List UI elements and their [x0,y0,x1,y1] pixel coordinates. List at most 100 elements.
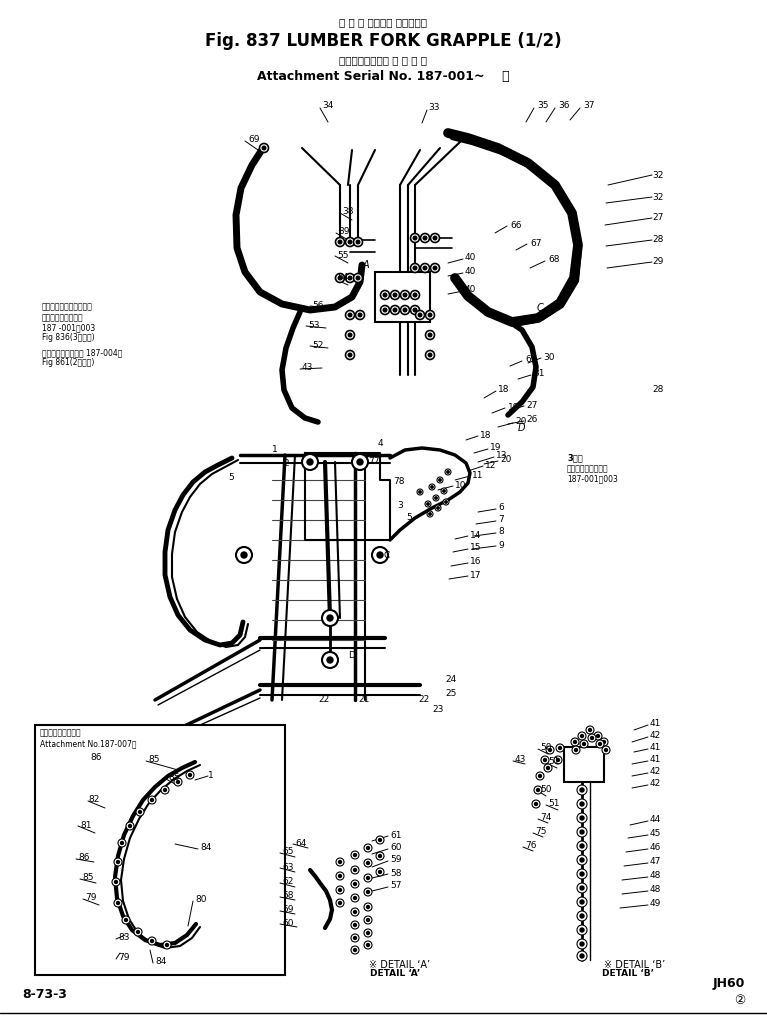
Text: 41: 41 [650,756,661,764]
Text: 16: 16 [470,558,482,567]
Circle shape [338,860,341,863]
Text: 77: 77 [368,457,380,466]
Circle shape [413,266,416,270]
Circle shape [150,939,153,942]
Circle shape [335,273,344,282]
Text: 3本管: 3本管 [567,453,583,462]
Text: 79: 79 [85,893,97,902]
Text: 57: 57 [390,882,401,890]
Circle shape [120,842,123,845]
Circle shape [548,749,551,752]
Circle shape [351,880,359,888]
Circle shape [354,869,357,872]
Circle shape [262,146,266,149]
Circle shape [580,914,584,918]
Text: 48: 48 [650,886,661,894]
Circle shape [336,858,344,866]
Circle shape [577,869,587,879]
Text: Attachment Serial No. 187-001~    ）: Attachment Serial No. 187-001~ ） [257,70,509,83]
Circle shape [376,836,384,844]
Circle shape [431,486,433,488]
Text: 5: 5 [228,473,234,482]
Circle shape [580,816,584,820]
Circle shape [577,897,587,907]
Text: 43: 43 [515,756,526,764]
Circle shape [577,951,587,961]
Circle shape [400,291,410,300]
Circle shape [433,266,436,270]
Text: 66: 66 [510,221,522,229]
Text: 41: 41 [650,744,661,753]
Circle shape [390,306,400,314]
Circle shape [148,796,156,804]
Text: 58: 58 [282,891,294,900]
Circle shape [336,872,344,880]
Circle shape [597,735,600,738]
Text: 14: 14 [470,531,482,539]
Circle shape [580,954,584,958]
Text: Fig 836(3本管用): Fig 836(3本管用) [42,333,94,342]
Circle shape [348,353,352,357]
Text: 69: 69 [248,135,259,144]
Circle shape [577,799,587,809]
Text: 18: 18 [498,386,509,395]
Text: 26: 26 [526,415,538,425]
Circle shape [148,937,156,945]
Text: 44: 44 [650,815,661,825]
Text: ※ DETAIL ‘B’: ※ DETAIL ‘B’ [604,960,666,970]
Text: DETAIL ‘B’: DETAIL ‘B’ [602,969,654,978]
Circle shape [364,941,372,949]
Circle shape [322,652,338,668]
Circle shape [345,237,354,247]
Text: 84: 84 [155,958,166,967]
Circle shape [423,236,426,239]
Circle shape [376,852,384,860]
Text: 64: 64 [295,839,306,847]
Text: 76: 76 [525,842,536,850]
Circle shape [348,313,352,317]
Circle shape [327,657,333,663]
Circle shape [307,459,313,465]
Circle shape [384,308,387,312]
Circle shape [425,501,431,507]
Circle shape [596,740,604,748]
Circle shape [580,942,584,946]
Text: 47: 47 [650,857,661,866]
Circle shape [336,899,344,907]
Circle shape [418,313,422,317]
Circle shape [445,469,451,475]
Text: 46: 46 [650,844,661,852]
Text: 33: 33 [428,103,439,113]
Circle shape [577,925,587,935]
Text: 80: 80 [195,895,206,904]
Circle shape [580,858,584,862]
Text: 30: 30 [543,353,555,361]
Circle shape [364,859,372,868]
Text: 24: 24 [445,675,456,684]
Circle shape [150,799,153,801]
Text: 38: 38 [342,208,354,217]
Text: 37: 37 [583,101,594,110]
Circle shape [134,928,142,936]
Text: 81: 81 [80,820,91,830]
Text: 20: 20 [500,455,512,464]
Circle shape [427,512,433,517]
Circle shape [354,237,363,247]
Circle shape [122,916,130,924]
Text: 19: 19 [490,444,502,452]
Text: 6: 6 [498,503,504,513]
Text: 9: 9 [498,540,504,549]
Circle shape [429,513,431,516]
Text: 51: 51 [548,757,559,766]
Text: 187-001～003: 187-001～003 [567,474,618,483]
Circle shape [338,875,341,878]
Text: 40: 40 [465,254,476,263]
Circle shape [327,615,333,621]
Text: 51: 51 [548,800,559,808]
Circle shape [357,459,363,465]
Text: 53: 53 [308,320,320,329]
Text: 13: 13 [496,451,508,460]
Circle shape [351,866,359,874]
Circle shape [532,800,540,808]
Circle shape [433,495,439,501]
